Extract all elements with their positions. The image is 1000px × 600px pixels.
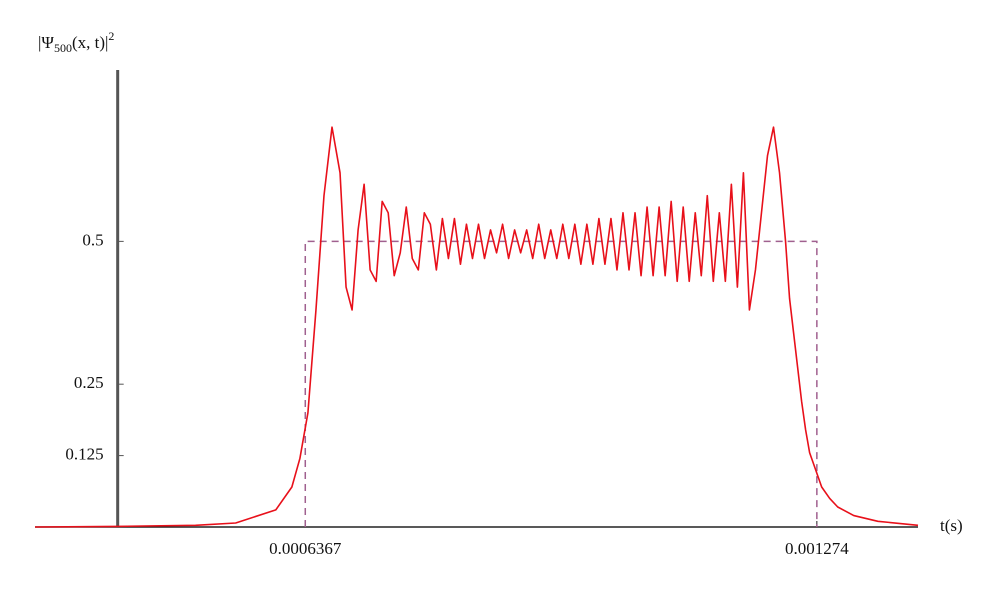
y-tick-label: 0.125 bbox=[65, 445, 103, 464]
x-tick-label: 0.001274 bbox=[785, 539, 849, 558]
density-curve bbox=[34, 126, 919, 528]
x-axis-label: t(s) bbox=[940, 516, 963, 535]
reference-line bbox=[304, 240, 818, 527]
x-tick-label: 0.0006367 bbox=[269, 539, 342, 558]
y-label-sup: 2 bbox=[108, 29, 114, 43]
y-axis-label: |Ψ500(x, t)|2 bbox=[38, 29, 114, 55]
y-label-mid: (x, t)| bbox=[72, 33, 108, 52]
y-tick-label: 0.25 bbox=[74, 373, 104, 392]
y-label-base: |Ψ bbox=[38, 33, 54, 52]
y-label-sub: 500 bbox=[54, 41, 72, 55]
y-tick-label: 0.5 bbox=[82, 230, 103, 249]
